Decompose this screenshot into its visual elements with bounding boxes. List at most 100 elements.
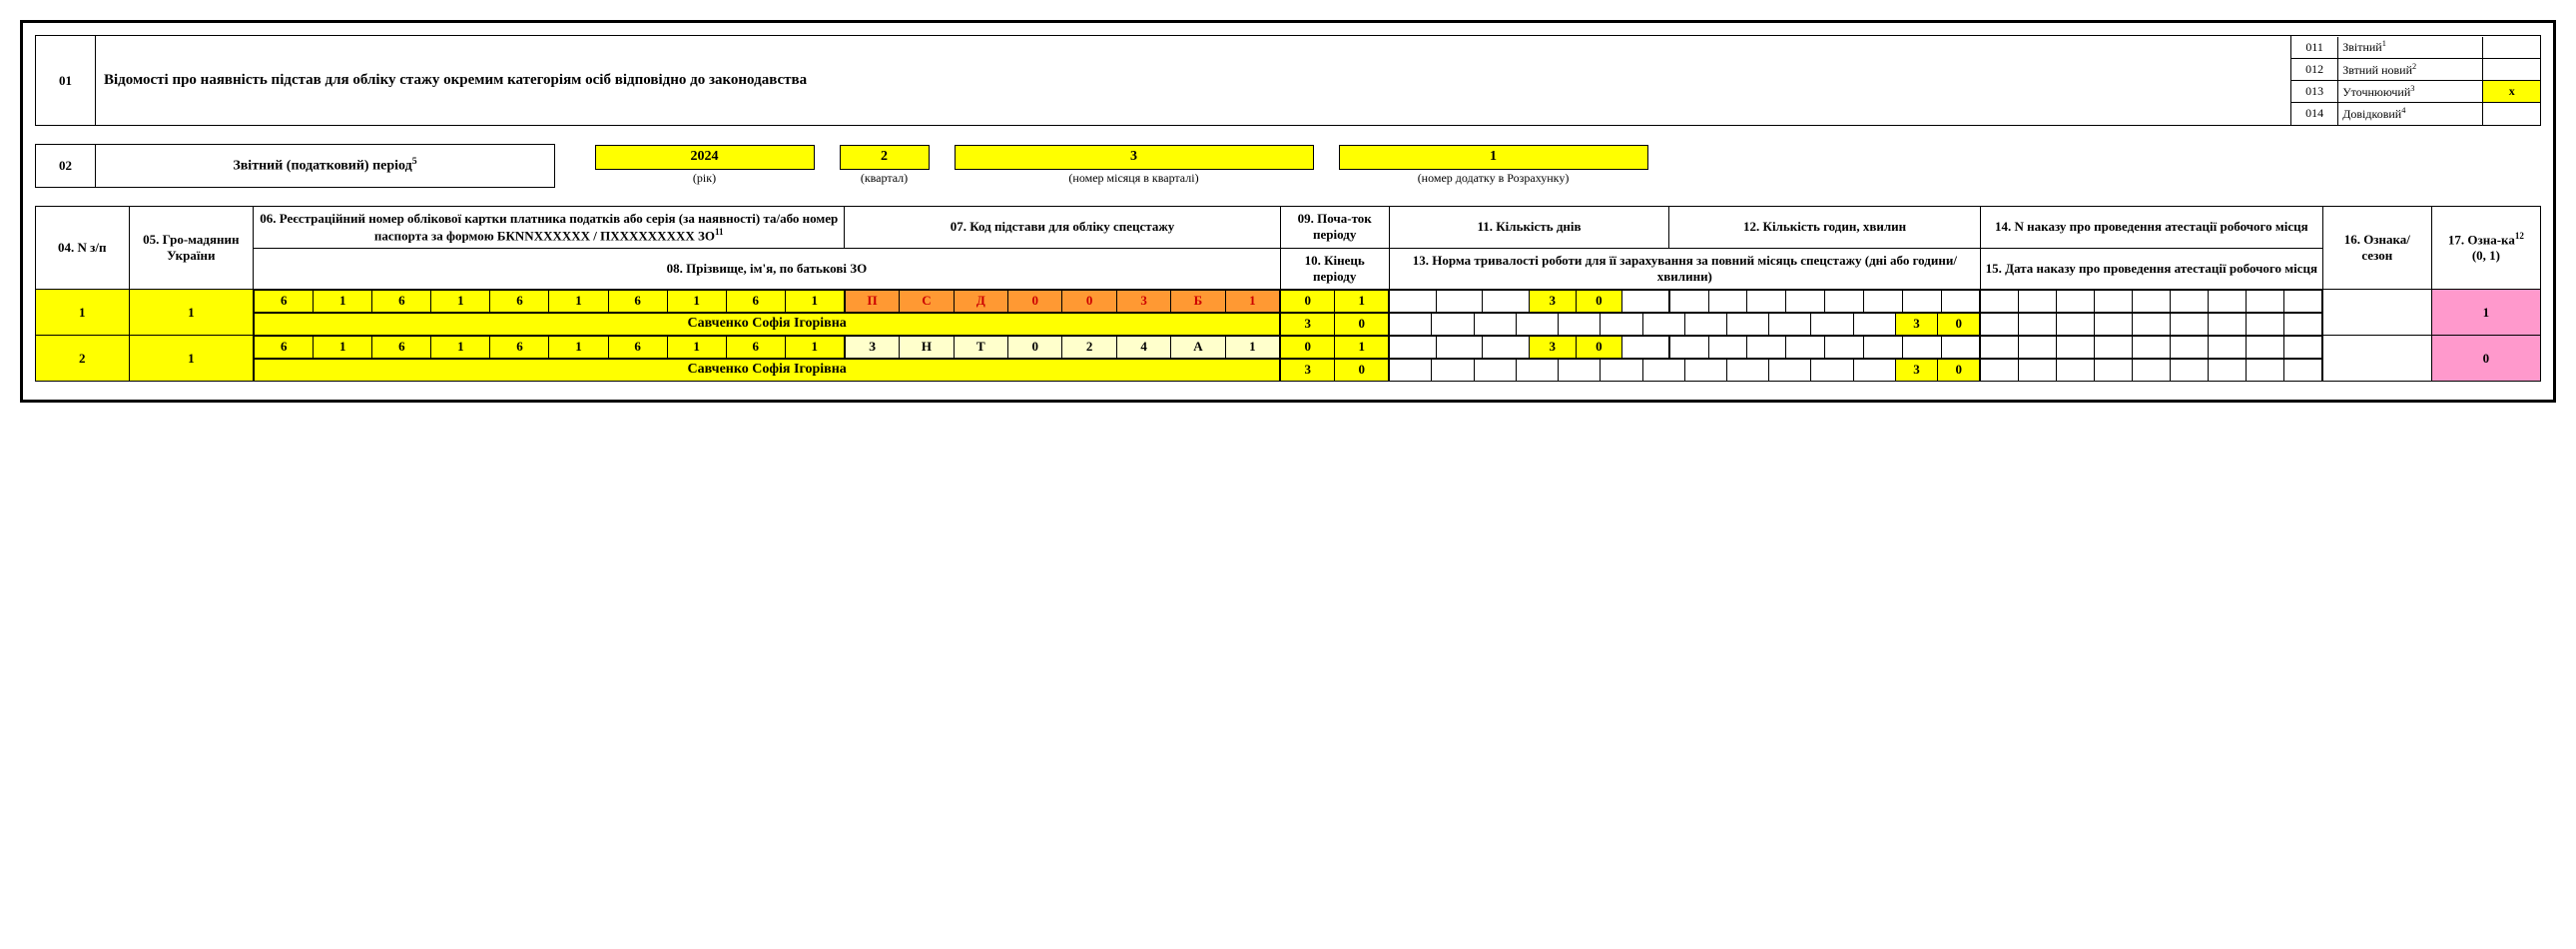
period-year-caption: (рік) — [595, 169, 814, 187]
data-cell — [1902, 290, 1941, 312]
data-cell — [2019, 290, 2057, 312]
data-cell — [2019, 359, 2057, 381]
data-cell: 6 — [726, 290, 785, 312]
data-cell: Д — [954, 290, 1007, 312]
data-cell — [2019, 336, 2057, 358]
data-cell: 1 — [1225, 336, 1280, 358]
hdr-14: 14. N наказу про проведення атестації ро… — [1980, 206, 2322, 248]
type-label: Довідковий4 — [2338, 103, 2483, 125]
row-mark17: 0 — [2431, 336, 2540, 382]
data-cell — [1769, 359, 1811, 381]
data-cell: 0 — [1335, 313, 1389, 335]
data-cell: 1 — [785, 336, 844, 358]
data-cell: 3 — [1116, 290, 1170, 312]
data-cell: 0 — [1335, 359, 1389, 381]
data-cell — [1786, 336, 1825, 358]
hdr-17: 17. Озна-ка12 (0, 1) — [2431, 206, 2540, 289]
data-cell — [1483, 336, 1530, 358]
data-cell — [2019, 313, 2057, 335]
data-cell — [1483, 290, 1530, 312]
data-cell — [2171, 359, 2209, 381]
hdr-13: 13. Норма тривалості роботи для її зарах… — [1389, 248, 1980, 289]
data-cell: 1 — [431, 336, 490, 358]
data-cell: 6 — [255, 336, 314, 358]
data-cell — [1941, 336, 1980, 358]
period-month-caption: (номер місяця в кварталі) — [955, 169, 1313, 187]
data-cell — [1559, 359, 1601, 381]
type-mark — [2483, 103, 2540, 125]
data-cell — [1622, 290, 1669, 312]
period-quarter-caption: (квартал) — [840, 169, 929, 187]
data-cell — [2057, 313, 2095, 335]
data-cell: 6 — [726, 336, 785, 358]
data-cell: 3 — [1529, 336, 1576, 358]
row-season — [2322, 336, 2431, 382]
main-table: 04. N з/п 05. Гро-мадянин України 06. Ре… — [35, 206, 2541, 383]
type-label: Звітний1 — [2338, 37, 2483, 59]
report-types: 011Звітний1012Звтний новий2013Уточнюючий… — [2291, 36, 2541, 126]
data-cell: 0 — [1281, 336, 1335, 358]
hdr-06: 06. Реєстраційний номер облікової картки… — [254, 206, 845, 248]
data-cell — [2208, 359, 2246, 381]
data-cell — [1622, 336, 1669, 358]
data-cell — [1684, 359, 1726, 381]
data-cell — [1642, 359, 1684, 381]
row-n: 2 — [36, 336, 130, 382]
type-code: 012 — [2291, 59, 2338, 81]
type-mark — [2483, 37, 2540, 59]
period-annex: 1 — [1339, 145, 1647, 169]
data-cell — [2095, 359, 2133, 381]
data-cell: 0 — [1576, 336, 1622, 358]
data-cell — [1432, 359, 1474, 381]
data-cell — [1786, 290, 1825, 312]
data-cell — [1853, 313, 1895, 335]
data-cell — [1708, 336, 1747, 358]
data-cell — [1601, 313, 1642, 335]
data-cell — [1474, 359, 1516, 381]
data-cell — [1825, 336, 1864, 358]
data-cell — [1811, 359, 1853, 381]
data-cell — [1601, 359, 1642, 381]
data-cell: 1 — [549, 290, 608, 312]
data-cell — [2171, 290, 2209, 312]
data-cell — [1811, 313, 1853, 335]
data-cell — [2133, 336, 2171, 358]
data-cell — [2283, 359, 2321, 381]
hdr-04: 04. N з/п — [36, 206, 130, 289]
data-cell: 6 — [255, 290, 314, 312]
data-cell — [1981, 336, 2019, 358]
data-cell: 0 — [1008, 290, 1062, 312]
data-cell — [2246, 290, 2283, 312]
hdr-07: 07. Код підстави для обліку спецстажу — [845, 206, 1280, 248]
data-cell — [1747, 336, 1786, 358]
data-cell — [1559, 313, 1601, 335]
data-cell — [2208, 336, 2246, 358]
row-name: Савченко Софія Ігорівна — [255, 359, 1280, 381]
data-cell: 1 — [549, 336, 608, 358]
data-cell — [1432, 313, 1474, 335]
type-code: 013 — [2291, 81, 2338, 103]
type-label: Уточнюючий3 — [2338, 81, 2483, 103]
data-cell: 3 — [1281, 359, 1335, 381]
data-cell: 1 — [1335, 290, 1389, 312]
hdr-11: 11. Кількість днів — [1389, 206, 1669, 248]
data-cell: 0 — [1008, 336, 1062, 358]
data-cell: З — [845, 336, 899, 358]
data-cell — [2171, 313, 2209, 335]
hdr-12: 12. Кількість годин, хвилин — [1669, 206, 1981, 248]
data-cell — [1941, 290, 1980, 312]
data-cell: 2 — [1062, 336, 1116, 358]
data-cell — [1863, 290, 1902, 312]
hdr-10: 10. Кінець періоду — [1280, 248, 1389, 289]
section-01: 01 Відомості про наявність підстав для о… — [35, 35, 2541, 126]
data-cell — [2246, 313, 2283, 335]
data-cell — [1684, 313, 1726, 335]
data-cell — [2208, 290, 2246, 312]
label-02: Звітний (податковий) період5 — [96, 145, 555, 188]
data-cell: 0 — [1576, 290, 1622, 312]
data-cell — [1642, 313, 1684, 335]
row-citizen: 1 — [129, 289, 254, 336]
data-cell — [2057, 336, 2095, 358]
data-cell — [1390, 290, 1437, 312]
data-cell: 1 — [1225, 290, 1280, 312]
